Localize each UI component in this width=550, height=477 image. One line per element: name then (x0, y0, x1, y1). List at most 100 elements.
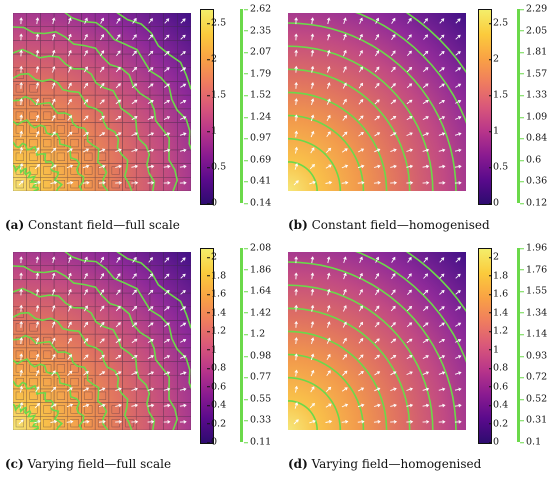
flux-arrow (67, 115, 73, 121)
contour-line (64, 13, 191, 151)
contour-scale-d (517, 248, 520, 442)
flux-arrow (147, 355, 154, 359)
flux-arrow (66, 180, 74, 185)
flux-arrow (100, 33, 105, 41)
flux-arrow (439, 306, 445, 311)
flux-arrow (19, 385, 24, 393)
field-plot-d (288, 252, 466, 430)
flux-arrow (35, 353, 40, 361)
flux-arrow (115, 66, 121, 73)
flux-arrow (374, 338, 380, 344)
flux-arrow (391, 17, 396, 24)
flux-arrow (84, 33, 88, 41)
flux-arrow (115, 181, 123, 185)
flux-arrow (310, 130, 315, 138)
flux-arrow (82, 387, 90, 392)
contour-tick-label: 1.96 (519, 242, 548, 254)
flux-arrow (455, 322, 462, 327)
flux-arrow (374, 115, 380, 121)
flux-arrow (438, 99, 446, 104)
flux-arrow (52, 288, 56, 296)
colorbar-tick-label: 1 (488, 343, 500, 355)
flux-arrow (115, 305, 121, 312)
flux-arrow (66, 164, 74, 169)
colorbar-tick-label: 1.2 (206, 325, 227, 337)
flux-arrow (374, 387, 381, 392)
flux-arrow (327, 66, 331, 73)
flux-arrow (35, 288, 40, 296)
flux-arrow (147, 116, 154, 120)
flux-arrow (35, 386, 40, 393)
flux-arrow (67, 370, 73, 376)
flux-arrow (294, 81, 298, 89)
flux-arrow (374, 305, 380, 312)
flux-arrow (98, 420, 106, 424)
flux-arrow (310, 33, 315, 41)
flux-arrow (67, 321, 72, 328)
flux-arrow (310, 337, 315, 345)
colorbar-b (478, 9, 492, 205)
flux-arrow (50, 386, 57, 393)
contour-tick-label: 2.07 (243, 46, 272, 58)
contour-scale-b (517, 9, 520, 203)
flux-arrow (132, 289, 137, 295)
flux-arrow (294, 65, 298, 73)
flux-arrow (99, 132, 106, 137)
flux-arrow (180, 51, 186, 56)
flux-arrow (390, 338, 397, 344)
colorbar-tick-label: 2.5 (206, 17, 227, 29)
flux-arrow (390, 181, 398, 185)
flux-arrow (116, 289, 121, 296)
flux-arrow (343, 33, 347, 41)
flux-arrow (454, 164, 462, 169)
flux-arrow (358, 321, 363, 328)
flux-arrow (83, 321, 88, 328)
flux-arrow (67, 354, 73, 360)
contour-tick-label: 1.64 (243, 285, 272, 297)
flux-arrow (390, 322, 396, 328)
flux-arrow (18, 180, 24, 186)
flux-arrow (439, 34, 445, 40)
flux-arrow (439, 50, 445, 56)
flux-arrow (406, 387, 413, 391)
flux-arrow (423, 18, 428, 24)
contour-tick-label: 2.62 (243, 3, 272, 15)
flux-arrow (422, 403, 430, 408)
flux-arrow (131, 132, 138, 137)
flux-arrow (147, 420, 155, 424)
flux-arrow (438, 148, 446, 153)
flux-arrow (35, 114, 40, 122)
contour-line (288, 137, 342, 191)
flux-arrow (357, 420, 365, 424)
contour-tick-label: 1.57 (519, 67, 548, 79)
colorbar-tick-label: 0.8 (206, 362, 227, 374)
flux-arrow (390, 132, 397, 137)
flux-arrow (294, 17, 298, 25)
flux-arrow (390, 371, 397, 376)
colorbar-tick-label: 0 (488, 436, 500, 448)
flux-arrow (375, 33, 380, 41)
flux-arrow (390, 305, 396, 312)
flux-arrow (34, 180, 41, 185)
flux-arrow (68, 33, 72, 41)
flux-arrow (406, 181, 414, 185)
flux-arrow (147, 387, 155, 391)
flux-arrow (422, 181, 430, 185)
flux-arrow (422, 148, 430, 152)
flux-arrow (115, 338, 122, 344)
flux-arrow (179, 132, 187, 136)
flux-arrow (422, 387, 430, 391)
flux-arrow (310, 304, 315, 312)
flux-arrow (83, 131, 89, 137)
colorbar-tick-label: 1.8 (488, 269, 509, 281)
flux-arrow (163, 371, 171, 375)
flux-arrow (164, 289, 170, 295)
flux-arrow (455, 338, 462, 343)
flux-arrow (51, 82, 56, 89)
flux-arrow (179, 387, 187, 392)
flux-arrow (35, 147, 40, 154)
flux-arrow (99, 66, 105, 73)
contour-line (288, 261, 457, 430)
flux-arrow (294, 369, 299, 377)
contour-line (288, 353, 365, 430)
